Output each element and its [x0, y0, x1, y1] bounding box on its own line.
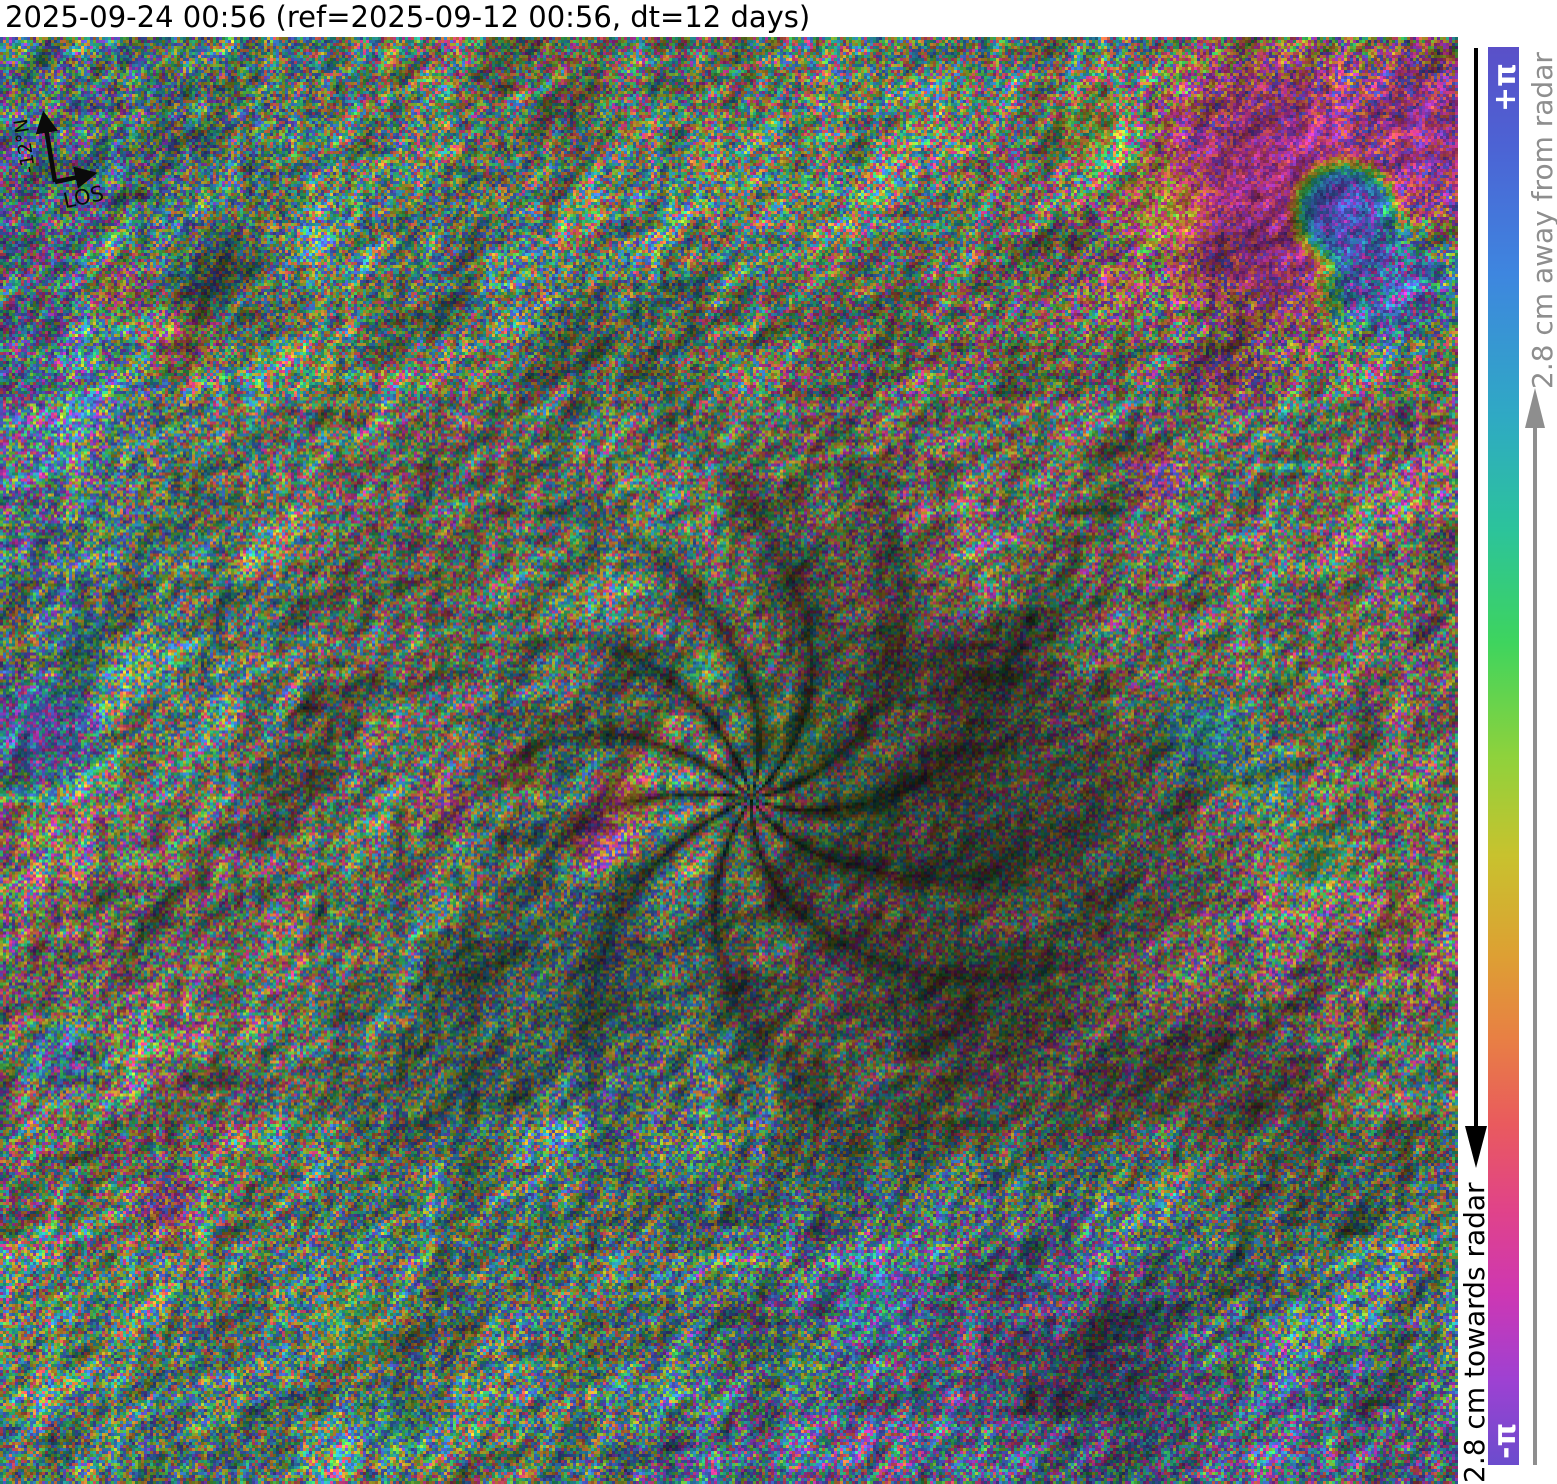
figure-title: 2025-09-24 00:56 (ref=2025-09-12 00:56, … — [5, 0, 811, 34]
colorbar-min-label: -π — [1488, 1422, 1523, 1459]
towards-radar-arrow-line — [1474, 48, 1478, 1128]
colorbar-gradient — [1488, 47, 1519, 1465]
towards-radar-arrowhead — [1465, 1126, 1487, 1168]
away-from-radar-arrow-line — [1533, 426, 1537, 1465]
towards-radar-label: 2.8 cm towards radar — [1458, 1182, 1491, 1483]
orientation-indicator: -12°N LOS — [10, 110, 106, 213]
colorbar-max-label: +π — [1488, 63, 1523, 112]
los-arrow-label: LOS — [61, 181, 106, 213]
los-arrow — [54, 166, 98, 189]
north-arrow-label: -12°N — [10, 117, 40, 175]
interferogram-map: -12°N LOS — [0, 37, 1458, 1484]
away-from-radar-label: 2.8 cm away from radar — [1526, 52, 1557, 389]
north-arrow — [35, 110, 58, 183]
away-from-radar-arrowhead — [1525, 388, 1545, 428]
interferogram-raster — [0, 37, 1458, 1484]
